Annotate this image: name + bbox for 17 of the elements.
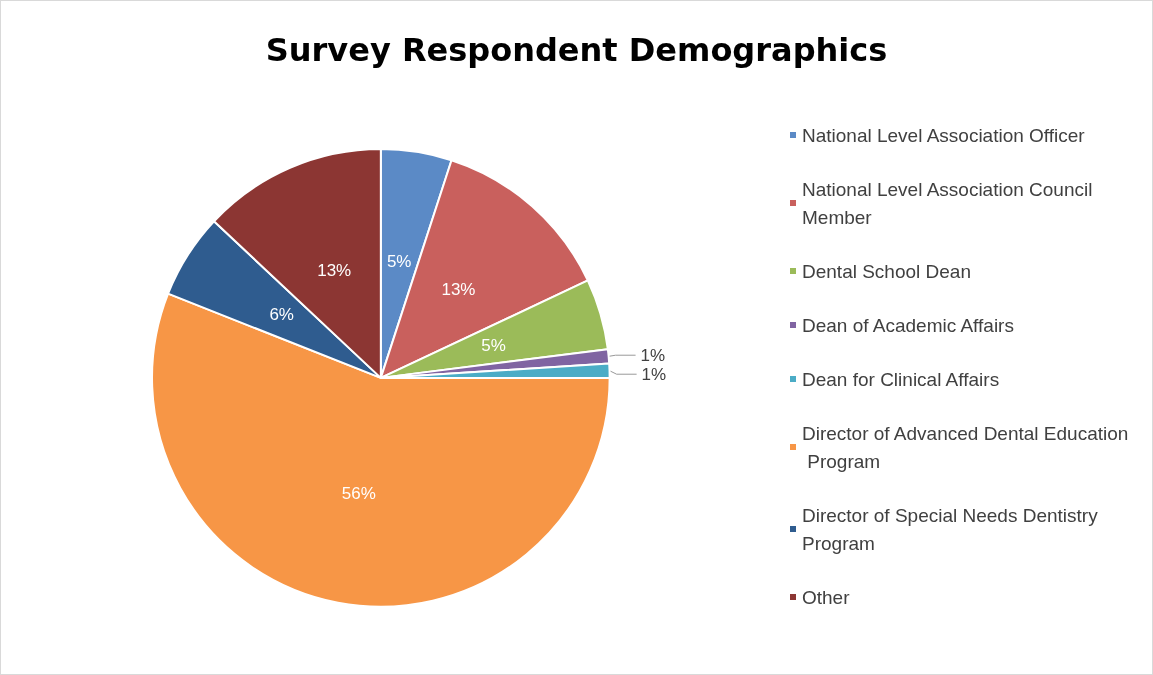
data-label: 1% — [640, 345, 666, 365]
data-label: 56% — [341, 483, 376, 503]
data-label: 5% — [386, 252, 412, 272]
legend-label: National Level Association Council Member — [802, 178, 1098, 228]
legend-label: Dean of Academic Affairs — [802, 314, 1014, 336]
data-label: 13% — [441, 280, 476, 300]
data-label: 13% — [317, 260, 352, 280]
legend-label: Director of Advanced Dental Education Program — [802, 422, 1129, 472]
data-label: 6% — [269, 305, 294, 325]
chart-title: Survey Respondent Demographics — [265, 31, 888, 69]
legend-label: Dean for Clinical Affairs — [802, 368, 1000, 390]
legend-label: Director of Special Needs Dentistry Program — [802, 504, 1103, 554]
data-label: 1% — [641, 364, 667, 384]
legend-label: National Level Association Officer — [802, 124, 1086, 146]
data-label: 5% — [481, 335, 506, 355]
legend-label: Dental School Dean — [802, 260, 971, 282]
legend-label: Other — [802, 586, 851, 608]
